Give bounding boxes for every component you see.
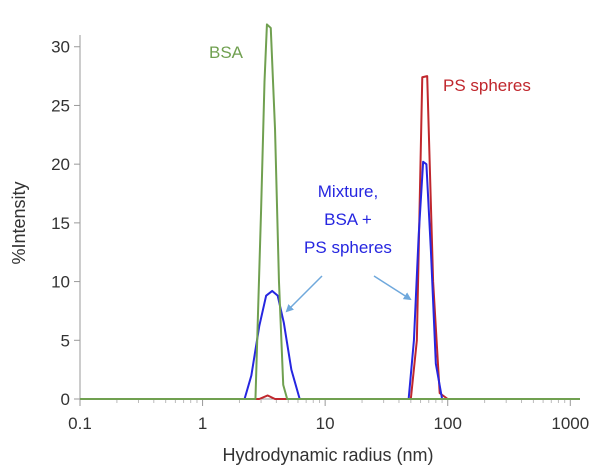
y-tick-label: 10 — [51, 273, 70, 292]
series-lines — [80, 23, 580, 400]
ps-spheres-annotation: PS spheres — [443, 76, 531, 95]
series-line-2 — [80, 23, 580, 400]
mixture-annotation-line-3: PS spheres — [304, 238, 392, 257]
mixture-annotation-line-1: Mixture, — [318, 182, 378, 201]
y-tick-label: 15 — [51, 214, 70, 233]
x-ticks: 0.1 1 10 100 1000 — [68, 399, 589, 433]
bsa-annotation: BSA — [209, 43, 244, 62]
y-tick-label: 20 — [51, 155, 70, 174]
y-axis-title: %Intensity — [9, 181, 29, 264]
arrow-to-bsa-peak — [285, 275, 323, 313]
y-tick-label: 0 — [61, 390, 70, 409]
y-tick-label: 30 — [51, 38, 70, 57]
x-tick-label: 10 — [316, 414, 335, 433]
x-tick-label: 1 — [198, 414, 207, 433]
y-ticks: 0 5 10 15 20 25 30 — [51, 38, 80, 409]
x-tick-label: 1000 — [551, 414, 589, 433]
arrow-to-ps-peak — [373, 275, 412, 301]
x-tick-label: 0.1 — [68, 414, 92, 433]
mixture-annotation-line-2: BSA + — [324, 210, 372, 229]
x-axis-title: Hydrodynamic radius (nm) — [222, 445, 433, 465]
x-tick-label: 100 — [434, 414, 462, 433]
y-tick-label: 5 — [61, 331, 70, 350]
y-tick-label: 25 — [51, 96, 70, 115]
